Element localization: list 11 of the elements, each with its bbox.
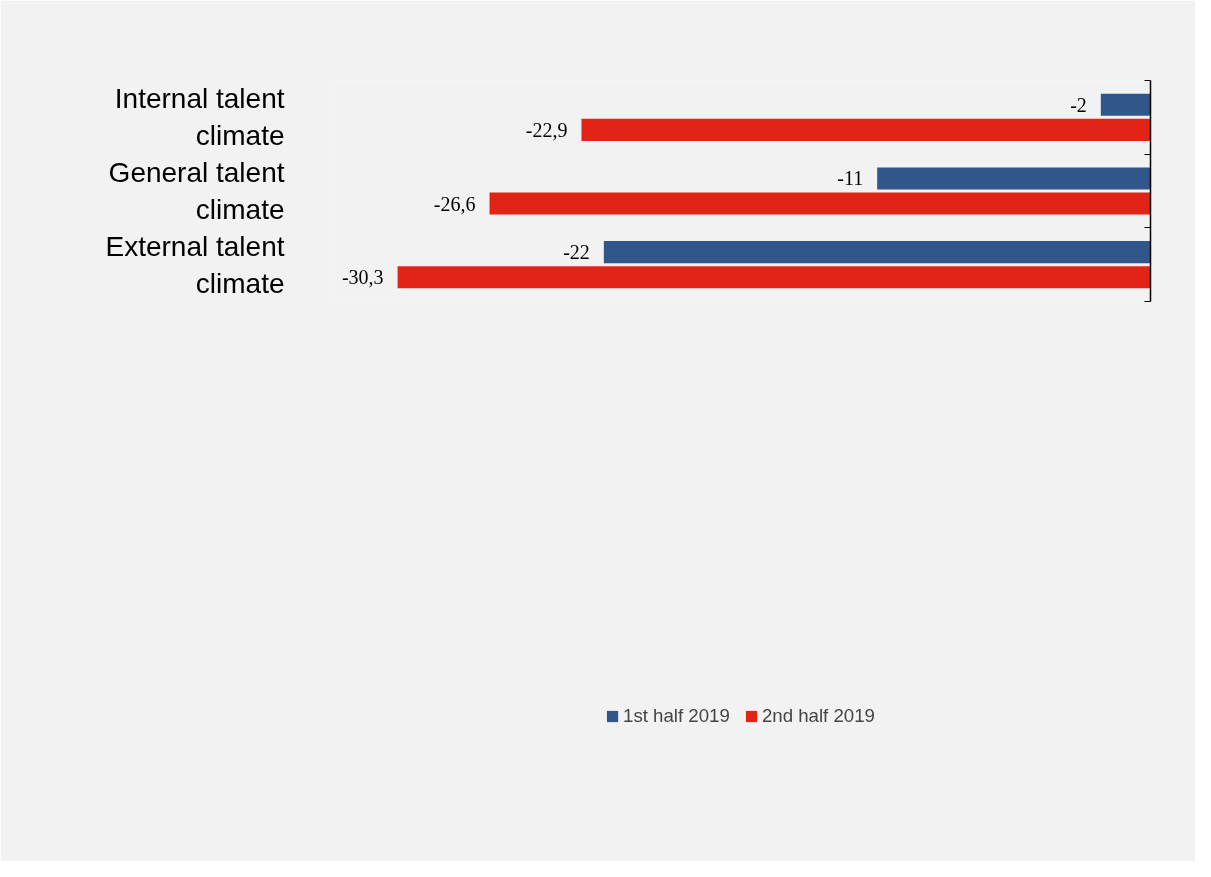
legend-label: 1st half 2019 xyxy=(623,704,730,727)
data-label: -26,6 xyxy=(433,192,476,215)
data-label: -11 xyxy=(837,167,864,190)
y-tick-label: Internal talent climate xyxy=(114,83,285,152)
y-tick-label: External talent climate xyxy=(105,230,285,299)
data-label: -30,3 xyxy=(341,266,384,289)
data-label: -22,9 xyxy=(525,118,568,141)
y-tick-label: General talent climate xyxy=(108,156,285,226)
data-label: -2 xyxy=(1070,93,1087,116)
data-label: -22 xyxy=(563,241,590,264)
legend-label: 2nd half 2019 xyxy=(761,704,875,727)
